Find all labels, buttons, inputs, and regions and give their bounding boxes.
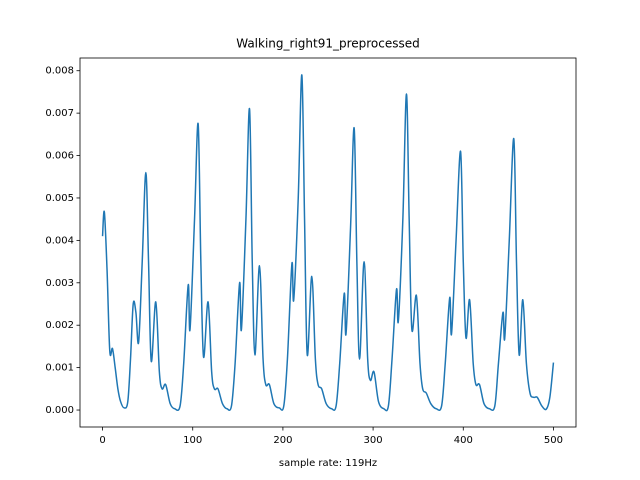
y-tick-label: 0.006 <box>45 151 74 162</box>
data-line <box>101 74 555 412</box>
y-tick-label: 0.008 <box>45 66 74 77</box>
x-tick-label: 300 <box>364 435 383 446</box>
y-tick-label: 0.003 <box>45 278 74 289</box>
x-tick-label: 400 <box>454 435 473 446</box>
x-tick-label: 100 <box>183 435 202 446</box>
y-tick-label: 0.005 <box>45 193 74 204</box>
y-tick-label: 0.007 <box>45 108 74 119</box>
y-tick-label: 0.004 <box>45 235 74 246</box>
y-tick-label: 0.000 <box>45 405 74 416</box>
y-tick-label: 0.001 <box>45 363 74 374</box>
x-tick-label: 200 <box>273 435 292 446</box>
x-axis-label: sample rate: 119Hz <box>279 458 377 469</box>
x-tick-label: 0 <box>99 435 105 446</box>
y-tick-label: 0.002 <box>45 320 74 331</box>
plot-frame <box>79 57 577 428</box>
x-tick-label: 500 <box>544 435 563 446</box>
chart-title: Walking_right91_preprocessed <box>236 37 420 51</box>
